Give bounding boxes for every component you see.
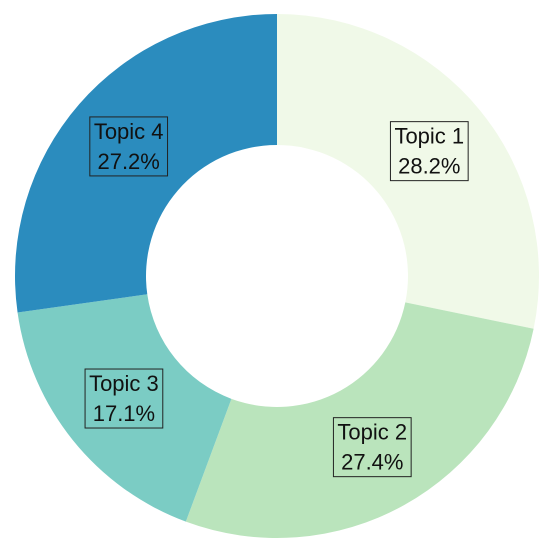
category-label: Topic 4	[94, 119, 164, 144]
label-box	[89, 116, 169, 177]
slice	[277, 14, 539, 329]
label-box	[389, 121, 469, 182]
label-box	[84, 368, 164, 429]
slice-label: Topic 4 27.2%	[89, 116, 169, 177]
value-label: 27.4%	[341, 450, 403, 475]
category-label: Topic 3	[89, 371, 159, 396]
category-label: Topic 2	[337, 420, 407, 445]
value-label: 27.2%	[97, 149, 159, 174]
slice-label: Topic 2 27.4%	[332, 417, 412, 478]
slice	[14, 14, 277, 313]
slice-label: Topic 1 28.2%	[389, 121, 469, 182]
category-label: Topic 1	[394, 124, 464, 149]
value-label: 17.1%	[93, 401, 155, 426]
slice	[17, 294, 232, 522]
slice-label: Topic 3 17.1%	[84, 368, 164, 429]
value-label: 28.2%	[398, 154, 460, 179]
slice	[185, 302, 534, 538]
label-box	[332, 417, 412, 478]
